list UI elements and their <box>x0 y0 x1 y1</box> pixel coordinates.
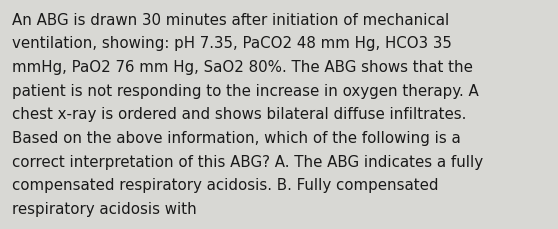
Text: An ABG is drawn 30 minutes after initiation of mechanical: An ABG is drawn 30 minutes after initiat… <box>12 13 450 27</box>
Text: Based on the above information, which of the following is a: Based on the above information, which of… <box>12 131 461 145</box>
Text: correct interpretation of this ABG? A. The ABG indicates a fully: correct interpretation of this ABG? A. T… <box>12 154 483 169</box>
Text: patient is not responding to the increase in oxygen therapy. A: patient is not responding to the increas… <box>12 83 479 98</box>
Text: ventilation, showing: pH 7.35, PaCO2 48 mm Hg, HCO3 35: ventilation, showing: pH 7.35, PaCO2 48 … <box>12 36 452 51</box>
Text: compensated respiratory acidosis. B. Fully compensated: compensated respiratory acidosis. B. Ful… <box>12 178 439 193</box>
Text: mmHg, PaO2 76 mm Hg, SaO2 80%. The ABG shows that the: mmHg, PaO2 76 mm Hg, SaO2 80%. The ABG s… <box>12 60 473 75</box>
Text: respiratory acidosis with: respiratory acidosis with <box>12 201 197 216</box>
Text: chest x-ray is ordered and shows bilateral diffuse infiltrates.: chest x-ray is ordered and shows bilater… <box>12 107 466 122</box>
